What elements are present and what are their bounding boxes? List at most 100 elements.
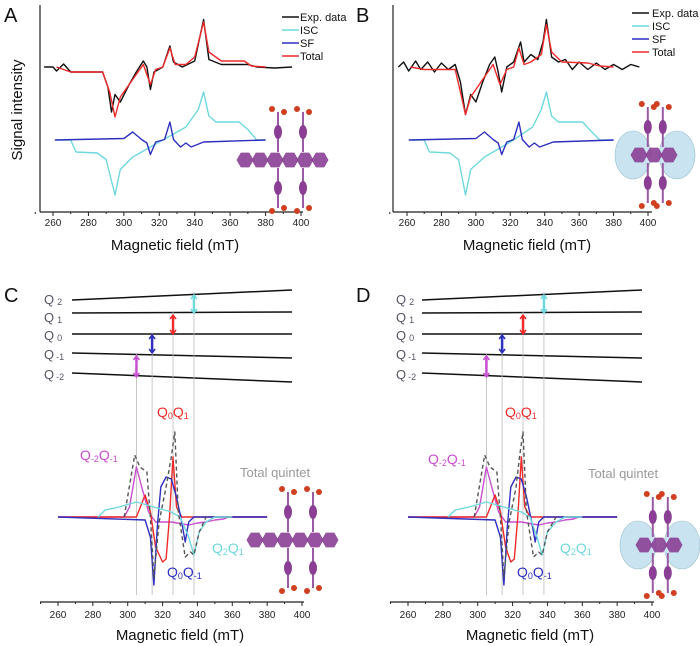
x-tick-label: 340: [539, 610, 556, 621]
x-tick-label: 400: [644, 610, 661, 621]
substituent-dot: [638, 203, 645, 209]
x-tick-label: 380: [609, 610, 626, 621]
ring: [299, 181, 307, 195]
ring: [306, 532, 324, 548]
x-tick-label: 380: [605, 218, 622, 229]
x-tick-label: 400: [293, 218, 310, 229]
substituent-dot: [304, 588, 310, 594]
legend-total: Total: [300, 51, 323, 63]
molecule-icon: [614, 101, 696, 209]
ring: [321, 532, 339, 548]
x-tick-label: 280: [85, 610, 102, 621]
ring: [246, 532, 264, 548]
x-tick-label: 280: [433, 218, 450, 229]
series-line-isc: [410, 91, 614, 196]
substituent-dot: [306, 205, 312, 211]
ring: [660, 147, 678, 163]
substituent-dot: [294, 106, 300, 112]
ring: [276, 532, 294, 548]
transition-labels-d: Q0Q1 Q-2Q-1 Total quintet Q2Q1 Q0Q-1: [428, 404, 658, 581]
ring: [663, 510, 672, 524]
legend-sf: SF: [652, 34, 666, 46]
x-tick-label: 400: [640, 218, 657, 229]
arrow-head-icon: [169, 313, 177, 336]
substituent-dot: [665, 200, 672, 206]
series-line-qm2qm1: [408, 466, 618, 526]
x-tick-label: 320: [151, 218, 168, 229]
series-line-exp: [397, 18, 640, 116]
arrow-head-icon: [482, 354, 491, 379]
label-q0qm1: Q0Q-1: [517, 564, 552, 581]
substituent-dot: [269, 208, 275, 214]
x-tick-label: 380: [257, 218, 274, 229]
ring: [645, 147, 663, 163]
label-q2q1: Q2Q1: [560, 540, 592, 557]
ring: [274, 125, 282, 139]
ring: [281, 152, 299, 168]
x-tick-label: 360: [571, 218, 588, 229]
substituent-dot: [306, 109, 312, 115]
label-q2q1: Q2Q1: [212, 540, 244, 557]
ring: [296, 152, 314, 168]
x-tick-label: 260: [400, 610, 417, 621]
substituent-dot: [665, 104, 672, 110]
x-tick-label: 360: [222, 218, 239, 229]
ring: [284, 561, 292, 575]
legend-b: Exp. data ISC SF Total: [652, 8, 699, 59]
substituent-dot: [643, 491, 650, 497]
x-tick-label: 300: [119, 610, 136, 621]
series-line-q0qm1: [57, 476, 268, 586]
label-qm2qm1: Q-2Q-1: [80, 447, 118, 464]
ring: [630, 147, 648, 163]
arrow-head-icon: [498, 333, 506, 355]
substituent-dot: [316, 489, 322, 495]
series-line-qm2qm1: [58, 466, 268, 526]
substituent-dot: [279, 588, 285, 594]
transition-labels-c: Q0Q1 Q-2Q-1 Total quintet Q2Q1 Q0Q-1: [80, 404, 310, 581]
arrow-head-icon: [540, 293, 548, 315]
x-tick-label: 400: [294, 610, 311, 621]
ring: [261, 532, 279, 548]
series-line-sf: [408, 121, 614, 156]
molecule-icon: [619, 491, 700, 599]
panel-letter-d: D: [356, 285, 370, 307]
x-tick-label: 320: [504, 610, 521, 621]
label-qm2qm1: Q-2Q-1: [428, 451, 466, 468]
energy-level-line: [71, 352, 293, 359]
substituent-dot: [658, 491, 665, 497]
legend-total: Total: [652, 47, 675, 59]
energy-level-line: [421, 289, 643, 301]
substituent-dot: [304, 486, 310, 492]
level-label: Q -1: [44, 347, 64, 362]
ring: [236, 152, 254, 168]
substituent-dot: [643, 593, 650, 599]
x-axis-label-d: Magnetic field (mT): [466, 627, 594, 644]
legend-exp: Exp. data: [300, 12, 347, 24]
x-tick-label: 320: [154, 610, 171, 621]
x-tick-label: 280: [80, 218, 97, 229]
substituent-dot: [670, 590, 677, 596]
legend-exp: Exp. data: [652, 8, 699, 20]
energy-level-line: [421, 372, 643, 383]
x-tick-label: 300: [469, 610, 486, 621]
series-line-quintet: [123, 431, 207, 578]
ring: [299, 125, 307, 139]
molecule-icon: [236, 106, 329, 214]
series-line-isc: [56, 91, 266, 196]
ring: [665, 537, 683, 553]
y-axis-label: Signal intensity: [9, 59, 26, 160]
arrow-head-icon: [132, 354, 141, 379]
plot-layer: 260 280 300 320 340 360 380 400 260 280 300 320 340 3…: [34, 5, 700, 621]
x-tick-label: 340: [186, 218, 203, 229]
x-axis-label-b: Magnetic field (mT): [463, 237, 591, 254]
substituent-dot: [653, 203, 660, 209]
panel-letter-c: C: [4, 285, 18, 307]
panel-letter-b: B: [356, 5, 369, 27]
